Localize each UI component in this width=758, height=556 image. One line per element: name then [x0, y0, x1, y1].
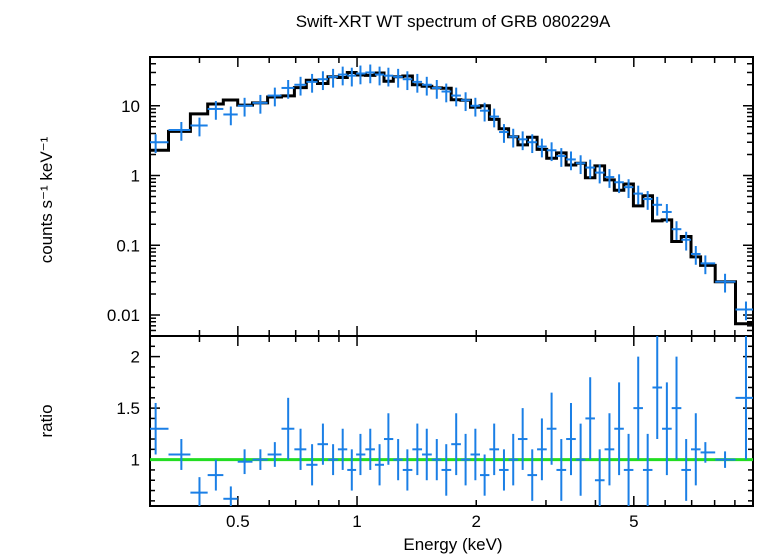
- chart-title: Swift-XRT WT spectrum of GRB 080229A: [296, 12, 611, 31]
- ratio-panel-frame: [149, 335, 754, 507]
- tick-labels: 10 1 0.1 0.01 1 1.5 2 0.5 1 2 5: [107, 97, 639, 531]
- x-tick-label: 1: [352, 512, 361, 531]
- y-tick-label-ratio: 1: [131, 451, 140, 470]
- y-axis-label-spectrum: counts s⁻¹ keV⁻¹: [37, 136, 56, 263]
- ratio-data-points: [150, 336, 753, 506]
- y-tick-label-spectrum: 0.1: [116, 236, 140, 255]
- spectrum-data-points: [150, 64, 753, 321]
- y-axis-label-ratio: ratio: [37, 404, 56, 437]
- x-tick-label: 2: [472, 512, 481, 531]
- x-tick-label: 0.5: [226, 512, 250, 531]
- model-step-line: [150, 71, 753, 326]
- y-tick-label-spectrum: 10: [121, 97, 140, 116]
- x-axis-label: Energy (keV): [403, 535, 502, 554]
- x-tick-label: 5: [629, 512, 638, 531]
- y-tick-label-spectrum: 0.01: [107, 306, 140, 325]
- y-tick-label-ratio: 2: [131, 348, 140, 367]
- model-curve: [150, 71, 753, 326]
- y-tick-label-spectrum: 1: [131, 167, 140, 186]
- y-tick-label-ratio: 1.5: [116, 399, 140, 418]
- axis-ticks: [149, 56, 754, 506]
